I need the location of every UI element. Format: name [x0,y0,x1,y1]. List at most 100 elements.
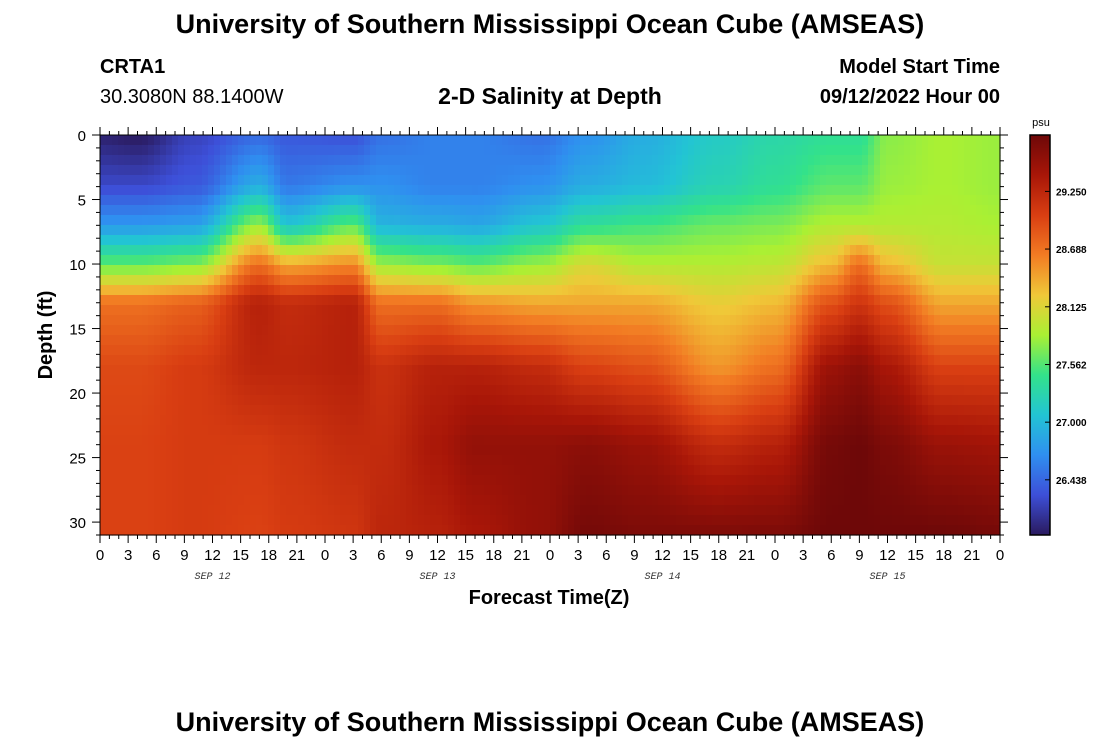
heatmap-cell [202,525,209,536]
heatmap-cell [436,365,443,376]
heatmap-cell [148,215,155,226]
heatmap-cell [676,245,683,256]
heatmap-cell [514,405,521,416]
heatmap-cell [532,325,539,336]
heatmap-cell [532,435,539,446]
heatmap-cell [184,225,191,236]
heatmap-cell [742,225,749,236]
heatmap-cell [670,205,677,216]
heatmap-cell [202,235,209,246]
heatmap-cell [748,395,755,406]
heatmap-cell [826,445,833,456]
heatmap-cell [106,275,113,286]
heatmap-cell [556,215,563,226]
heatmap-cell [190,205,197,216]
heatmap-cell [724,305,731,316]
heatmap-cell [340,425,347,436]
heatmap-cell [316,515,323,526]
heatmap-cell [400,505,407,516]
heatmap-cell [586,455,593,466]
heatmap-cell [268,375,275,386]
heatmap-cell [778,215,785,226]
heatmap-cell [802,505,809,516]
heatmap-cell [262,405,269,416]
heatmap-cell [484,415,491,426]
heatmap-cell [832,525,839,536]
heatmap-cell [112,355,119,366]
heatmap-cell [238,155,245,166]
heatmap-cell [760,265,767,276]
heatmap-cell [778,255,785,266]
heatmap-cell [154,165,161,176]
heatmap-cell [736,385,743,396]
heatmap-cell [736,225,743,236]
heatmap-cell [532,385,539,396]
heatmap-cell [574,355,581,366]
heatmap-cell [130,285,137,296]
heatmap-cell [160,185,167,196]
heatmap-cell [508,325,515,336]
heatmap-cell [664,345,671,356]
heatmap-cell [790,345,797,356]
heatmap-cell [268,145,275,156]
heatmap-cell [604,485,611,496]
heatmap-cell [304,275,311,286]
heatmap-cell [232,375,239,386]
heatmap-cell [802,455,809,466]
heatmap-cell [106,475,113,486]
heatmap-cell [190,415,197,426]
heatmap-cell [712,315,719,326]
heatmap-cell [382,285,389,296]
heatmap-cell [178,425,185,436]
heatmap-cell [490,135,497,146]
heatmap-cell [580,175,587,186]
heatmap-cell [196,295,203,306]
heatmap-cell [622,215,629,226]
heatmap-cell [784,185,791,196]
heatmap-cell [790,395,797,406]
heatmap-cell [298,395,305,406]
heatmap-cell [370,415,377,426]
heatmap-cell [406,265,413,276]
heatmap-cell [280,195,287,206]
heatmap-cell [202,425,209,436]
heatmap-cell [466,285,473,296]
heatmap-cell [676,365,683,376]
heatmap-cell [730,415,737,426]
heatmap-cell [460,165,467,176]
heatmap-cell [556,455,563,466]
heatmap-cell [274,425,281,436]
heatmap-cell [550,195,557,206]
heatmap-cell [388,405,395,416]
heatmap-cell [430,225,437,236]
heatmap-cell [706,475,713,486]
heatmap-cell [796,395,803,406]
heatmap-cell [388,485,395,496]
heatmap-cell [238,215,245,226]
heatmap-cell [256,205,263,216]
heatmap-cell [184,135,191,146]
heatmap-cell [694,425,701,436]
heatmap-cell [784,445,791,456]
heatmap-cell [598,295,605,306]
heatmap-cell [220,145,227,156]
heatmap-cell [382,355,389,366]
heatmap-cell [838,345,845,356]
heatmap-cell [328,305,335,316]
heatmap-cell [718,165,725,176]
heatmap-cell [730,175,737,186]
heatmap-cell [730,165,737,176]
heatmap-cell [604,495,611,506]
heatmap-cell [166,195,173,206]
heatmap-cell [592,385,599,396]
heatmap-cell [472,335,479,346]
heatmap-cell [394,475,401,486]
heatmap-cell [802,395,809,406]
heatmap-cell [472,365,479,376]
heatmap-cell [232,385,239,396]
heatmap-cell [100,365,107,376]
heatmap-cell [484,375,491,386]
heatmap-cell [286,485,293,496]
heatmap-cell [466,195,473,206]
heatmap-cell [184,295,191,306]
